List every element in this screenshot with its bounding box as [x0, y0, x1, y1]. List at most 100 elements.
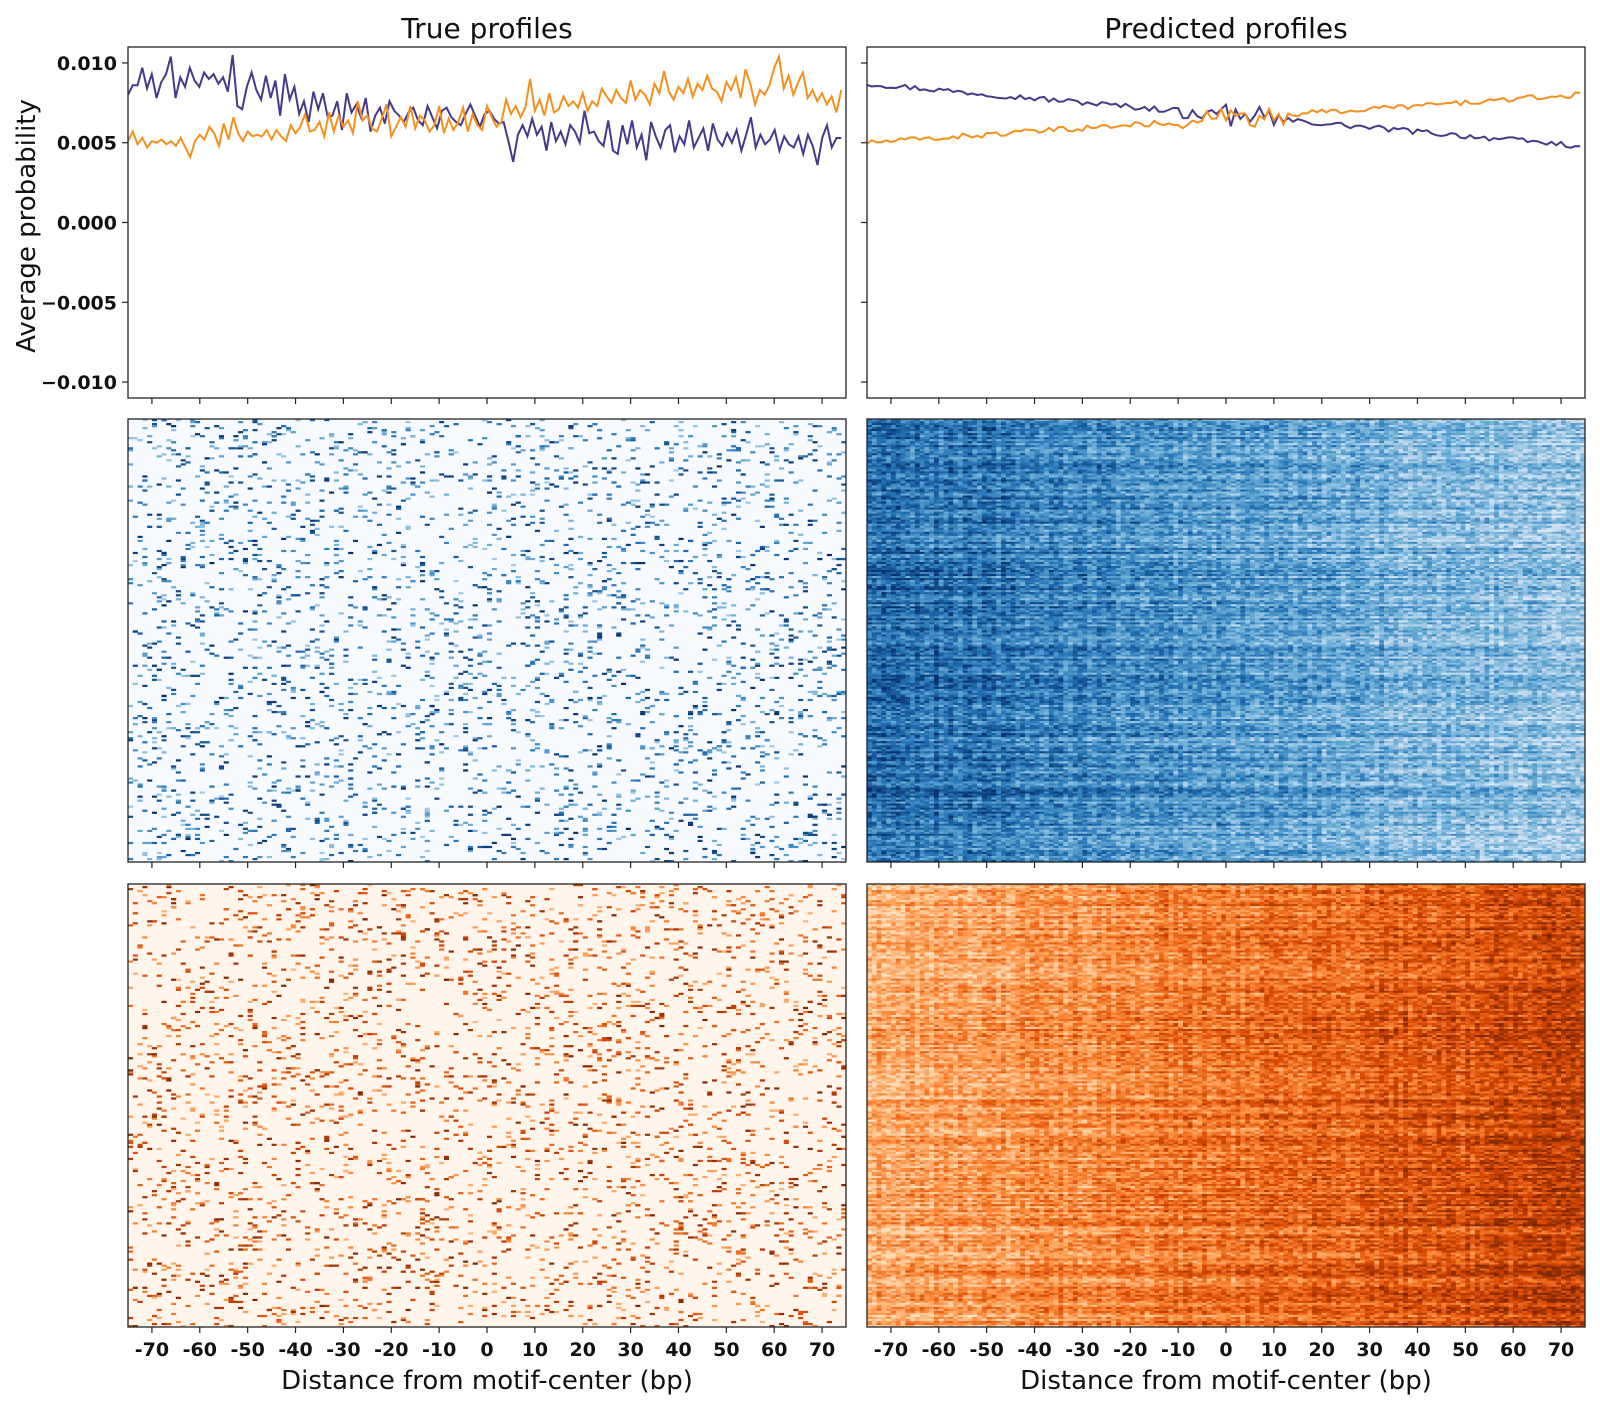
heatmap-cell: [568, 846, 573, 848]
heatmap-cell: [611, 727, 616, 729]
heatmap-cell: [698, 526, 703, 528]
heatmap-cell: [506, 580, 511, 582]
heatmap-cell: [683, 691, 688, 693]
heatmap-cell: [678, 592, 683, 594]
heatmap-cell: [315, 453, 320, 455]
heatmap-cell: [769, 854, 774, 856]
heatmap-cell: [678, 771, 683, 773]
heatmap-cell: [205, 427, 210, 429]
heatmap-cell: [142, 489, 147, 491]
heatmap-cell: [142, 653, 147, 655]
heatmap-cell: [487, 638, 492, 640]
heatmap-cell: [430, 725, 435, 727]
heatmap-cell: [836, 727, 841, 729]
heatmap-cell: [162, 739, 167, 741]
heatmap-cell: [415, 747, 420, 749]
heatmap-cell: [434, 798, 439, 800]
heatmap-cell: [181, 556, 186, 558]
heatmap-cell: [324, 858, 329, 860]
heatmap-cell: [377, 854, 382, 856]
heatmap-cell: [425, 761, 430, 763]
heatmap-cell: [425, 777, 430, 779]
heatmap-cell: [516, 828, 521, 830]
heatmap-cell: [267, 645, 272, 647]
heatmap-cell: [200, 465, 205, 467]
heatmap-cell: [363, 510, 368, 512]
heatmap-cell: [693, 788, 698, 790]
heatmap-cell: [276, 806, 281, 808]
heatmap-cell: [200, 540, 205, 542]
heatmap-cell: [516, 445, 521, 447]
heatmap-cell: [511, 709, 516, 711]
heatmap-cell: [726, 614, 731, 616]
heatmap-cell: [219, 471, 224, 473]
heatmap-cell: [650, 600, 655, 602]
heatmap-cell: [181, 745, 186, 747]
heatmap-cell: [339, 816, 344, 818]
heatmap-cell: [688, 729, 693, 731]
heatmap-cell: [434, 695, 439, 697]
heatmap-cell: [631, 779, 636, 781]
heatmap-cell: [621, 769, 626, 771]
heatmap-cell: [497, 653, 502, 655]
heatmap-cell: [415, 828, 420, 830]
heatmap-cell: [568, 568, 573, 570]
heatmap-cell: [506, 711, 511, 713]
heatmap-cell: [592, 475, 597, 477]
heatmap-cell: [492, 487, 497, 489]
heatmap-cell: [214, 816, 219, 818]
heatmap-cell: [233, 508, 238, 510]
heatmap-cell: [832, 602, 837, 604]
heatmap-cell: [310, 719, 315, 721]
heatmap-cell: [334, 781, 339, 783]
heatmap-cell: [836, 628, 841, 630]
heatmap-cell: [310, 677, 315, 679]
heatmap-cell: [769, 840, 774, 842]
heatmap-cell: [717, 453, 722, 455]
heatmap-cell: [477, 790, 482, 792]
heatmap-cell: [497, 496, 502, 498]
heatmap-cell: [434, 570, 439, 572]
heatmap-cell: [784, 524, 789, 526]
heatmap-cell: [736, 556, 741, 558]
heatmap-cell: [669, 479, 674, 481]
heatmap-cell: [162, 785, 167, 787]
heatmap-cell: [363, 608, 368, 610]
heatmap-cell: [377, 461, 382, 463]
heatmap-cell: [128, 737, 133, 739]
heatmap-cell: [583, 854, 588, 856]
heatmap-cell: [597, 701, 602, 703]
heatmap-cell: [142, 562, 147, 564]
heatmap-cell: [832, 558, 837, 560]
heatmap-cell: [200, 632, 205, 634]
heatmap-cell: [468, 711, 473, 713]
heatmap-cell: [229, 808, 234, 810]
heatmap-cell: [315, 604, 320, 606]
heatmap-cell: [444, 723, 449, 725]
heatmap-cell: [434, 739, 439, 741]
heatmap-cell: [310, 524, 315, 526]
heatmap-cell: [267, 441, 272, 443]
heatmap-cell: [827, 649, 832, 651]
heatmap-cell: [765, 588, 770, 590]
heatmap-cell: [506, 769, 511, 771]
heatmap-cell: [281, 665, 286, 667]
heatmap-cell: [152, 572, 157, 574]
heatmap-cell: [678, 687, 683, 689]
heatmap-cell: [736, 469, 741, 471]
heatmap-cell: [152, 741, 157, 743]
heatmap-cell: [631, 608, 636, 610]
heatmap-cell: [315, 763, 320, 765]
heatmap-cell: [262, 641, 267, 643]
heatmap-cell: [693, 781, 698, 783]
heatmap-cell: [458, 697, 463, 699]
heatmap-cell: [386, 475, 391, 477]
heatmap-cell: [741, 657, 746, 659]
heatmap-cell: [468, 806, 473, 808]
heatmap-cell: [525, 733, 530, 735]
heatmap-cell: [611, 467, 616, 469]
heatmap-cell: [803, 618, 808, 620]
heatmap-cell: [664, 779, 669, 781]
heatmap-cell: [817, 854, 822, 856]
heatmap-cell: [497, 788, 502, 790]
